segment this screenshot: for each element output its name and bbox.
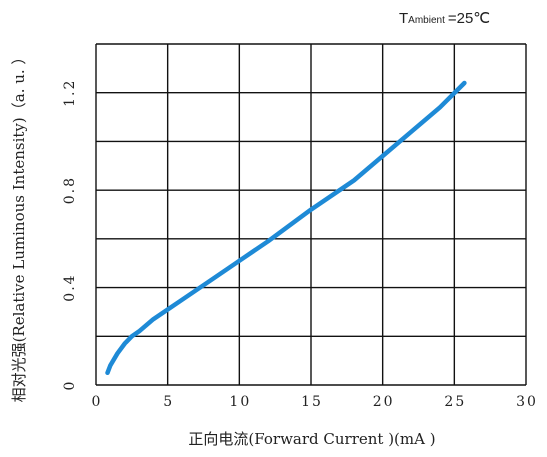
x-tick-label-1: 5 <box>163 394 174 410</box>
ambient-prefix: T <box>399 10 408 27</box>
grid <box>95 43 527 386</box>
ambient-subscript: Ambient <box>408 15 445 26</box>
series-layer <box>105 80 467 376</box>
series-line-0 <box>105 80 467 376</box>
y-tick-label-4: 0.8 <box>62 176 78 204</box>
x-axis-title: 正向电流(Forward Current )(mA ) <box>188 430 435 448</box>
y-tick-labels: 0 0.4 0.8 1.2 <box>62 79 78 391</box>
y-tick-label-0: 0 <box>62 380 78 391</box>
x-tick-label-2: 10 <box>229 394 251 410</box>
ambient-suffix: =25℃ <box>448 10 490 27</box>
x-tick-label-6: 30 <box>516 394 538 410</box>
x-tick-label-4: 20 <box>373 394 395 410</box>
x-tick-labels: 0 5 10 15 20 25 30 <box>92 394 538 410</box>
x-tick-label-3: 15 <box>301 394 323 410</box>
ambient-temperature-label: TAmbient =25℃ <box>399 10 490 27</box>
y-axis-title: 相对光强(Relative Luminous Intensity)（a. u. … <box>10 50 28 403</box>
y-tick-label-2: 0.4 <box>62 273 78 301</box>
y-tick-label-6: 1.2 <box>62 79 78 107</box>
x-tick-label-5: 25 <box>444 394 466 410</box>
x-tick-label-0: 0 <box>92 394 103 410</box>
